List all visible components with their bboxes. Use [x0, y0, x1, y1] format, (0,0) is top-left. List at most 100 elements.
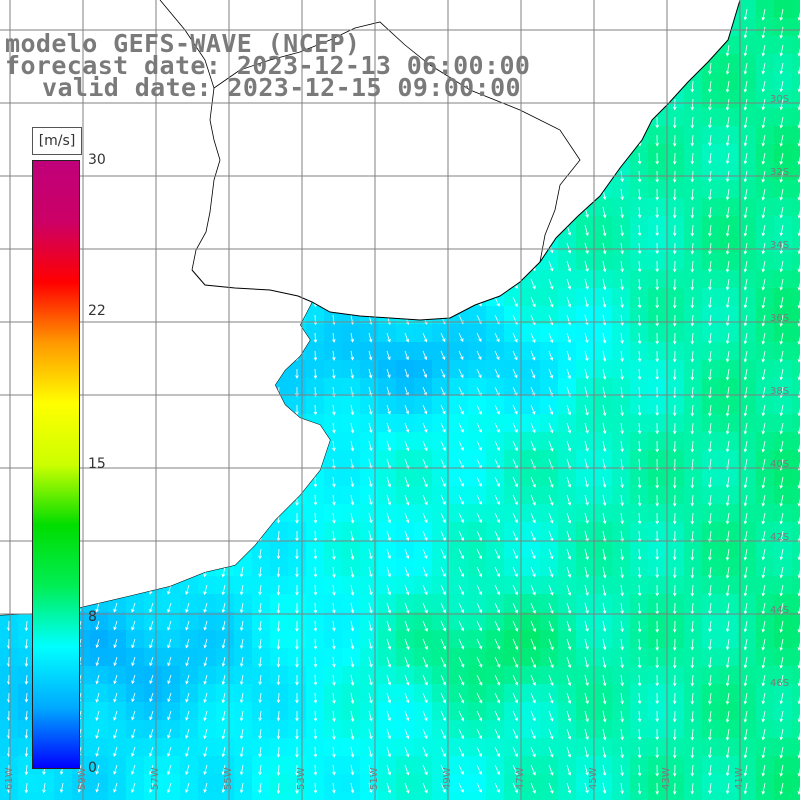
- wind-arrow: [530, 368, 536, 379]
- wind-arrow: [602, 422, 607, 435]
- wind-arrow: [637, 296, 642, 309]
- wind-arrow: [440, 638, 447, 650]
- wind-arrow: [440, 728, 446, 740]
- wind-arrow: [458, 710, 465, 722]
- wind-arrow: [530, 710, 536, 722]
- wind-arrow: [530, 584, 536, 596]
- field-cell: [774, 792, 792, 800]
- wind-arrow: [332, 548, 336, 560]
- wind-arrow: [779, 314, 784, 327]
- wind-arrow: [584, 692, 589, 705]
- wind-arrow: [672, 116, 677, 129]
- wind-arrow: [761, 476, 766, 489]
- wind-arrow: [276, 782, 281, 794]
- wind-arrow: [761, 440, 766, 453]
- wind-arrow: [512, 584, 518, 596]
- wind-arrow: [203, 674, 208, 685]
- wind-arrow: [655, 674, 659, 687]
- wind-arrow: [239, 764, 244, 776]
- wind-arrow: [494, 710, 501, 722]
- wind-arrow: [725, 584, 730, 597]
- wind-arrow: [258, 584, 262, 596]
- wind-arrow: [530, 620, 536, 633]
- wind-arrow: [620, 620, 624, 633]
- wind-arrow: [512, 746, 518, 758]
- wind-arrow: [743, 62, 748, 75]
- wind-arrow: [113, 692, 118, 703]
- wind-arrow: [258, 728, 262, 740]
- wind-arrow: [584, 566, 589, 579]
- wind-arrow: [422, 512, 428, 524]
- wind-arrow: [332, 476, 336, 488]
- wind-arrow: [779, 746, 784, 759]
- wind-arrow: [512, 710, 518, 722]
- wind-arrow: [779, 350, 784, 363]
- wind-arrow: [743, 692, 748, 705]
- wind-arrow: [239, 566, 244, 578]
- wind-arrow: [743, 476, 748, 489]
- wind-arrow: [725, 746, 730, 759]
- wind-arrow: [221, 566, 226, 578]
- wind-arrow: [655, 116, 659, 129]
- field-cell: [792, 648, 800, 666]
- wind-arrow: [221, 674, 226, 685]
- wind-arrow: [779, 368, 784, 381]
- colorbar: [32, 160, 80, 769]
- wind-arrow: [368, 728, 373, 740]
- wind-arrow: [548, 746, 554, 758]
- wind-arrow: [185, 656, 190, 667]
- wind-arrow: [512, 674, 519, 686]
- wind-arrow: [655, 728, 659, 741]
- wind-arrow: [350, 422, 355, 434]
- wind-arrow: [149, 638, 154, 649]
- wind-arrow: [368, 638, 373, 650]
- wind-arrow: [332, 746, 336, 758]
- wind-arrow: [494, 530, 500, 542]
- wind-arrow: [725, 674, 730, 687]
- wind-arrow: [761, 692, 766, 705]
- wind-arrow: [313, 710, 318, 722]
- field-cell: [450, 792, 468, 800]
- field-cell: [144, 792, 162, 800]
- wind-arrow: [690, 260, 695, 273]
- wind-arrow: [113, 638, 118, 649]
- wind-arrow: [494, 764, 500, 776]
- wind-arrow: [779, 260, 784, 273]
- field-cell: [540, 792, 558, 800]
- wind-arrow: [24, 764, 29, 776]
- field-cell: [792, 414, 800, 432]
- wind-arrow: [708, 566, 712, 579]
- field-cell: [792, 594, 800, 612]
- wind-arrow: [620, 782, 624, 795]
- wind-arrow: [725, 692, 730, 705]
- field-cell: [396, 792, 414, 800]
- wind-arrow: [494, 620, 501, 632]
- wind-arrow: [655, 620, 659, 633]
- wind-arrow: [332, 674, 336, 686]
- wind-arrow: [530, 278, 536, 290]
- wind-arrow: [221, 764, 226, 776]
- wind-arrow: [672, 620, 677, 633]
- wind-arrow: [708, 80, 712, 93]
- wind-arrow: [690, 296, 695, 309]
- wind-arrow: [637, 242, 642, 255]
- wind-arrow: [476, 710, 483, 722]
- wind-arrow: [203, 692, 208, 703]
- field-cell: [720, 792, 738, 800]
- wind-arrow: [672, 404, 677, 417]
- wind-arrow: [422, 476, 428, 488]
- wind-arrow: [584, 674, 589, 687]
- wind-arrow: [239, 638, 244, 650]
- wind-arrow: [239, 692, 244, 704]
- wind-arrow: [494, 602, 501, 614]
- wind-arrow: [761, 152, 766, 165]
- wind-arrow: [332, 404, 336, 416]
- wind-arrow: [332, 764, 336, 776]
- field-cell: [792, 558, 800, 576]
- wind-arrow: [458, 584, 464, 596]
- wind-arrow: [24, 710, 29, 721]
- wind-arrow: [690, 116, 695, 129]
- wind-arrow: [350, 764, 355, 776]
- wind-arrow: [761, 368, 766, 381]
- wind-arrow: [690, 206, 695, 219]
